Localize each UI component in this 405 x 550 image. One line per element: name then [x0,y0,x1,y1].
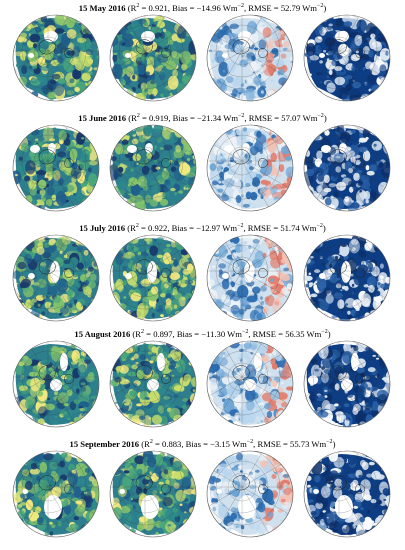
row-date: 15 September 2016 [69,438,140,449]
map-observed [109,14,197,102]
map-panel-estimated [10,339,102,429]
row-title: 15 July 2016 (R2 = 0.922, Bias = −12.97 … [0,220,405,233]
map-panel-cloud [301,123,393,213]
row-date: 15 August 2016 [74,328,131,339]
map-difference [206,124,294,212]
map-panel-observed [107,233,199,323]
map-cloud [303,450,391,538]
map-cloud [303,340,391,428]
map-panel-difference [204,233,296,323]
map-estimated [12,234,100,322]
map-difference [206,340,294,428]
map-estimated [12,340,100,428]
map-panel-difference [204,123,296,213]
map-difference [206,14,294,102]
map-observed [109,124,197,212]
map-observed [109,450,197,538]
row-stats: (R2 = 0.897, Bias = −11.30 Wm−2, RMSE = … [132,328,331,339]
map-estimated [12,124,100,212]
map-panel-difference [204,13,296,103]
map-panel-cloud [301,13,393,103]
row-stats: (R2 = 0.922, Bias = −12.97 Wm−2, RMSE = … [127,222,326,233]
map-panel-observed [107,123,199,213]
map-panels [0,123,405,213]
map-difference [206,234,294,322]
map-panel-difference [204,339,296,429]
row-title: 15 June 2016 (R2 = 0.919, Bias = −21.34 … [0,110,405,123]
map-panels [0,13,405,103]
map-cloud [303,124,391,212]
row-title: 15 May 2016 (R2 = 0.921, Bias = −14.96 W… [0,0,405,13]
row-date: 15 July 2016 [79,222,126,233]
map-difference [206,450,294,538]
map-panel-difference [204,449,296,539]
row-stats: (R2 = 0.919, Bias = −21.34 Wm−2, RMSE = … [128,112,327,123]
row-date: 15 May 2016 [78,2,126,13]
row-date: 15 June 2016 [78,112,127,123]
map-panel-observed [107,339,199,429]
row-title: 15 September 2016 (R2 = 0.883, Bias = −3… [0,436,405,449]
map-panel-observed [107,449,199,539]
map-cloud [303,234,391,322]
map-observed [109,234,197,322]
map-estimated [12,14,100,102]
map-panel-estimated [10,13,102,103]
map-observed [109,340,197,428]
map-panel-estimated [10,449,102,539]
map-panel-estimated [10,123,102,213]
map-panel-observed [107,13,199,103]
map-panel-estimated [10,233,102,323]
row-title: 15 August 2016 (R2 = 0.897, Bias = −11.3… [0,326,405,339]
map-panel-cloud [301,339,393,429]
map-estimated [12,450,100,538]
map-cloud [303,14,391,102]
map-panels [0,339,405,429]
map-panel-cloud [301,233,393,323]
row-stats: (R2 = 0.921, Bias = −14.96 Wm−2, RMSE = … [127,2,327,13]
map-panels [0,233,405,323]
map-panels [0,449,405,539]
map-panel-cloud [301,449,393,539]
row-stats: (R2 = 0.883, Bias = −3.15 Wm−2, RMSE = 5… [141,438,336,449]
